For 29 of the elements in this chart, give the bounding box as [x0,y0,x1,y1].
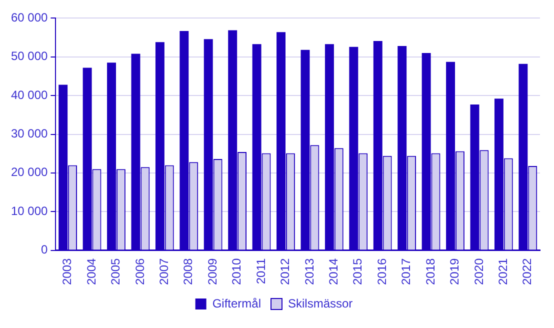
y-tick-label: 50 000 [11,49,48,64]
x-tick-label: 2009 [205,258,220,286]
x-tick-label: 2021 [496,258,510,286]
y-tick-label: 30 000 [11,126,48,141]
x-tick-label: 2008 [181,258,196,286]
x-tick-label: 2005 [108,258,123,286]
x-tick-label: 2015 [350,258,365,286]
x-tick-label: 2016 [374,258,389,286]
x-tick-label: 2022 [520,258,534,286]
x-tick-label: 2011 [254,258,268,284]
x-tick-label: 2019 [448,258,462,286]
x-tick-label: 2017 [399,258,414,286]
x-tick-label: 2004 [84,258,98,286]
x-tick-label: 2003 [60,258,74,286]
x-tick-label: 2007 [156,258,171,286]
x-tick-label: 2010 [230,258,244,286]
y-tick-label: 40 000 [11,88,48,102]
legend-label: Skilsmässor [288,296,353,310]
x-tick-label: 2006 [132,258,147,286]
y-tick-label: 20 000 [11,165,48,180]
y-tick-label: 10 000 [11,204,48,218]
x-tick-label: 2012 [278,258,292,286]
y-tick-label: 0 [41,242,48,257]
legend-label: Giftermål [212,296,262,310]
y-tick-label: 60 000 [11,10,48,25]
x-tick-label: 2013 [302,258,316,286]
x-tick-label: 2014 [326,258,340,286]
x-tick-label: 2020 [472,258,486,286]
x-tick-label: 2018 [423,258,438,286]
